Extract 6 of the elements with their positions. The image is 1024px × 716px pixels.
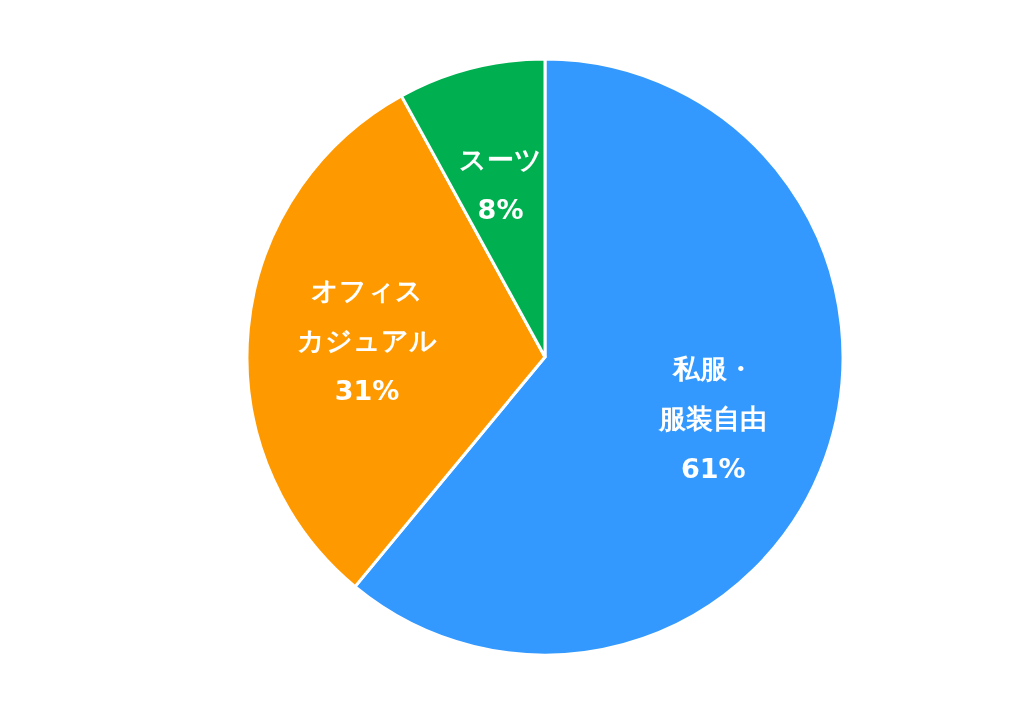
slice-label: オフィスカジュアル bbox=[296, 274, 437, 356]
data-label: 61% bbox=[680, 452, 746, 484]
slice-label: スーツ bbox=[459, 143, 543, 175]
data-label: 8% bbox=[477, 193, 524, 225]
slice-label: 私服・服装自由 bbox=[658, 352, 768, 434]
data-label: 31% bbox=[334, 374, 400, 406]
